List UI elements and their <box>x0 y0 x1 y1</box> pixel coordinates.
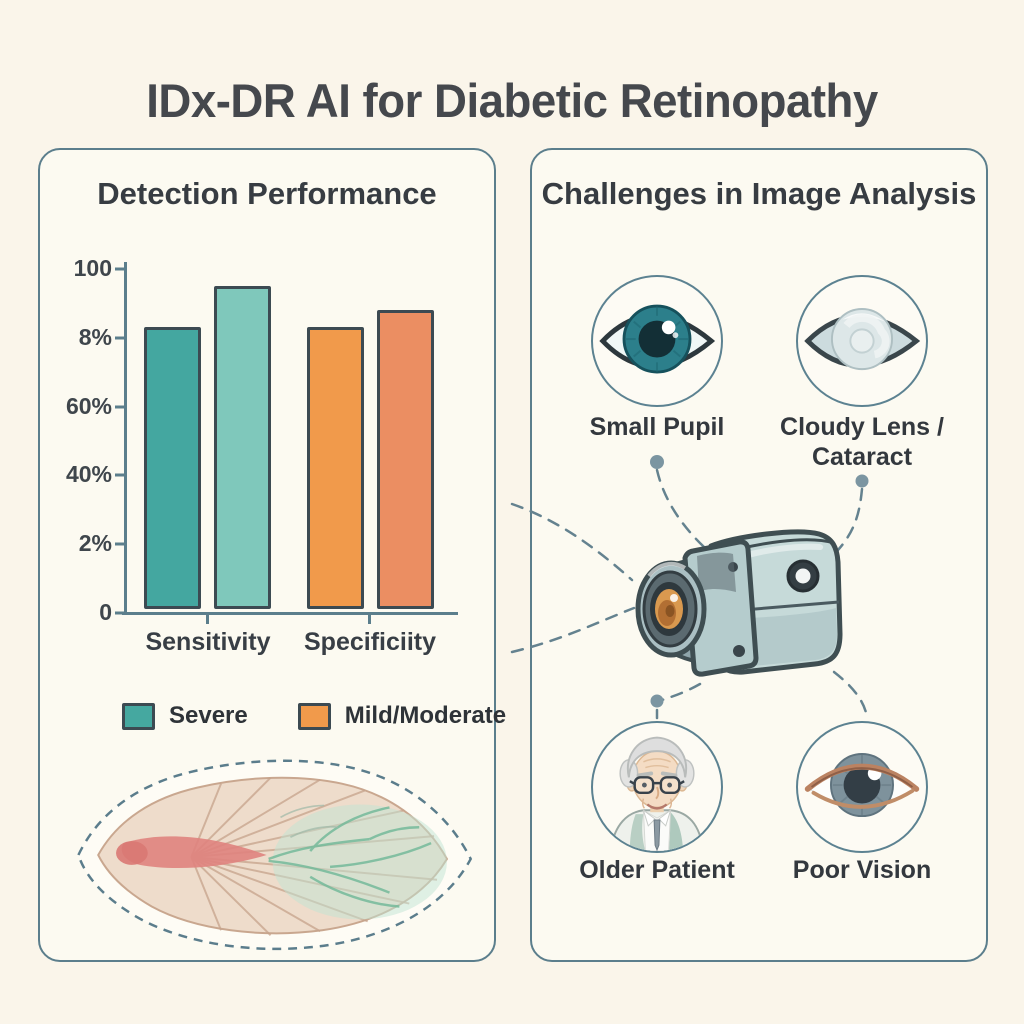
mild-moderate-color-swatch <box>297 702 331 730</box>
poor-vision-eye-icon <box>796 721 928 853</box>
y-tick-mark <box>115 267 126 271</box>
legend-label-severe: Severe <box>169 702 248 729</box>
connector-dot-cloudy-lens <box>855 474 869 488</box>
chart-bar <box>214 286 271 609</box>
challenge-label-small-pupil: Small Pupil <box>589 413 725 441</box>
x-label-specificity: Specificiity <box>304 628 436 656</box>
x-tick-sensitivity <box>206 615 209 624</box>
x-tick-specificity <box>368 615 371 624</box>
chart-bar <box>144 327 201 609</box>
severe-color-swatch <box>122 702 155 730</box>
chart-legend: Severe Mild/Moderate <box>122 702 506 730</box>
connector-dot-small-pupil <box>650 455 664 469</box>
x-axis-line <box>122 612 458 615</box>
challenge-label-cloudy-lens: Cloudy Lens / Cataract <box>780 413 944 471</box>
page-title: IDx-DR AI for Diabetic Retinopathy <box>146 74 878 128</box>
connector-left-lower <box>510 606 636 654</box>
y-tick-mark <box>115 611 126 615</box>
challenge-label-older-patient: Older Patient <box>579 856 735 884</box>
y-tick-label: 8% <box>78 323 112 350</box>
x-label-sensitivity: Sensitivity <box>145 628 271 656</box>
retina-fundus-illustration <box>77 759 473 951</box>
small-pupil-eye-icon <box>591 275 723 407</box>
legend-item-severe: Severe <box>122 702 248 730</box>
connector-dot-older-patient <box>650 694 664 708</box>
chart-bar <box>307 327 364 609</box>
y-tick-mark <box>115 473 126 477</box>
y-tick-label: 100 <box>73 254 112 281</box>
legend-item-mild-moderate: Mild/Moderate <box>297 702 507 730</box>
connector-older-patient <box>660 682 702 702</box>
older-patient-icon <box>591 721 723 853</box>
left-panel-heading: Detection Performance <box>97 176 437 211</box>
y-tick-label: 40% <box>65 461 112 488</box>
challenges-panel: Challenges in Image Analysis <box>510 148 988 962</box>
y-axis-line <box>124 262 127 614</box>
connector-left-upper <box>510 502 634 582</box>
y-tick-label: 60% <box>65 392 112 419</box>
y-tick-mark <box>115 542 126 546</box>
y-tick-label: 0 <box>99 598 112 625</box>
y-tick-label: 2% <box>78 530 112 557</box>
y-tick-mark <box>115 336 126 340</box>
legend-label-mild-moderate: Mild/Moderate <box>344 702 507 729</box>
right-panel-heading: Challenges in Image Analysis <box>541 176 977 211</box>
cloudy-lens-eye-icon <box>796 275 928 407</box>
y-tick-mark <box>115 405 126 409</box>
challenge-label-poor-vision: Poor Vision <box>792 856 932 884</box>
detection-performance-panel: Detection Performance 100 8% 60% 40% 2% 0 Sen… <box>38 148 506 962</box>
chart-bar <box>377 310 434 609</box>
performance-bar-chart: 100 8% 60% 40% 2% 0 Sensitivity Specificiity <box>40 150 494 960</box>
fundus-camera-icon <box>627 522 852 682</box>
